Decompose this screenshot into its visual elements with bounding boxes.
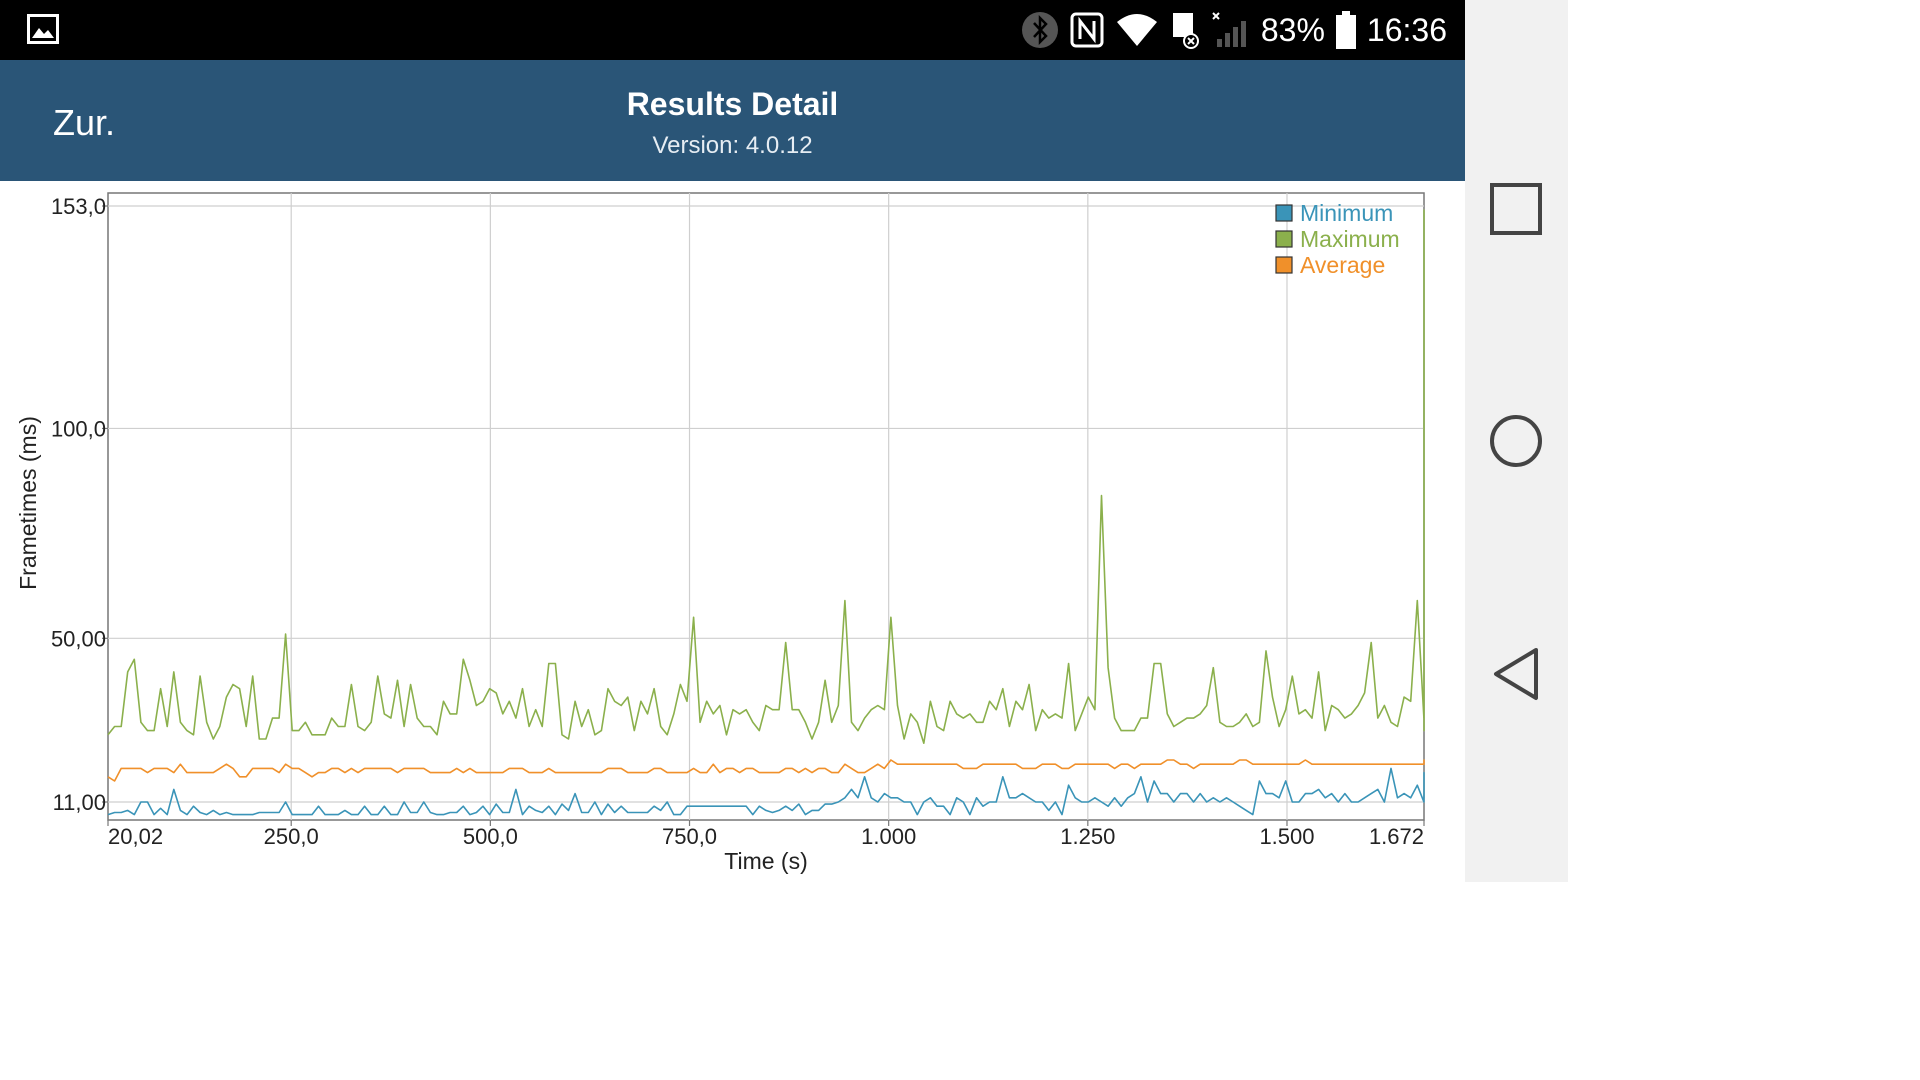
recent-apps-icon[interactable] xyxy=(1489,182,1543,236)
clock: 16:36 xyxy=(1366,11,1447,48)
x-tick-label: 750,0 xyxy=(662,824,717,849)
y-tick-label: 100,0 xyxy=(51,416,106,441)
legend-label-maximum: Maximum xyxy=(1300,226,1400,252)
series-layer xyxy=(107,209,1425,816)
y-tick-label: 50,00 xyxy=(51,626,106,651)
wifi-icon xyxy=(1116,14,1157,46)
version-subtitle: Version: 4.0.12 xyxy=(652,132,813,159)
y-tick-label: 11,00 xyxy=(53,790,106,815)
legend-label-minimum: Minimum xyxy=(1300,200,1393,226)
frametimes-chart: 20,02 250,0 500,0 750,0 1.000 1.250 1.500 1.672… xyxy=(15,192,1425,874)
nfc-icon xyxy=(1070,12,1104,48)
sd-card-icon xyxy=(1172,13,1199,49)
legend-swatch-minimum xyxy=(1275,204,1293,222)
series-line-maximum xyxy=(107,209,1425,745)
series-line-average xyxy=(107,759,1425,782)
x-tick-label: 1.250 xyxy=(1060,824,1115,849)
back-button[interactable]: Zur. xyxy=(53,102,116,143)
x-tick-label: 250,0 xyxy=(264,824,319,849)
x-tick-label: 20,02 xyxy=(108,824,163,849)
status-icons: 83% 16:36 xyxy=(1021,8,1447,52)
legend-swatch-maximum xyxy=(1275,230,1293,248)
x-axis-title: Time (s) xyxy=(724,848,807,874)
x-tick-label: 1.500 xyxy=(1259,824,1314,849)
battery-percent: 83% xyxy=(1260,11,1325,48)
grid xyxy=(108,193,1424,820)
signal-icon xyxy=(1212,12,1246,47)
bluetooth-icon xyxy=(1021,12,1058,48)
status-bar: 83% 16:36 xyxy=(0,0,1465,60)
legend-swatch-average xyxy=(1275,256,1293,274)
gallery-icon xyxy=(27,14,59,44)
legend-label-average: Average xyxy=(1300,252,1385,278)
app-bar: Zur. Results Detail Version: 4.0.12 xyxy=(0,60,1465,181)
series-line-minimum xyxy=(107,767,1425,816)
page-title: Results Detail xyxy=(626,86,839,122)
axis-ticks: 20,02 250,0 500,0 750,0 1.000 1.250 1.500 1.672… xyxy=(51,194,1425,849)
nav-bar xyxy=(1465,0,1568,882)
x-tick-label: 500,0 xyxy=(463,824,518,849)
x-tick-label: 1.672 xyxy=(1369,824,1424,849)
battery-icon xyxy=(1335,11,1356,49)
x-tick-label: 1.000 xyxy=(861,824,916,849)
back-icon[interactable] xyxy=(1491,646,1541,702)
y-tick-label: 153,0 xyxy=(51,194,106,219)
home-icon[interactable] xyxy=(1489,414,1543,468)
y-axis-title: Frametimes (ms) xyxy=(15,416,41,590)
